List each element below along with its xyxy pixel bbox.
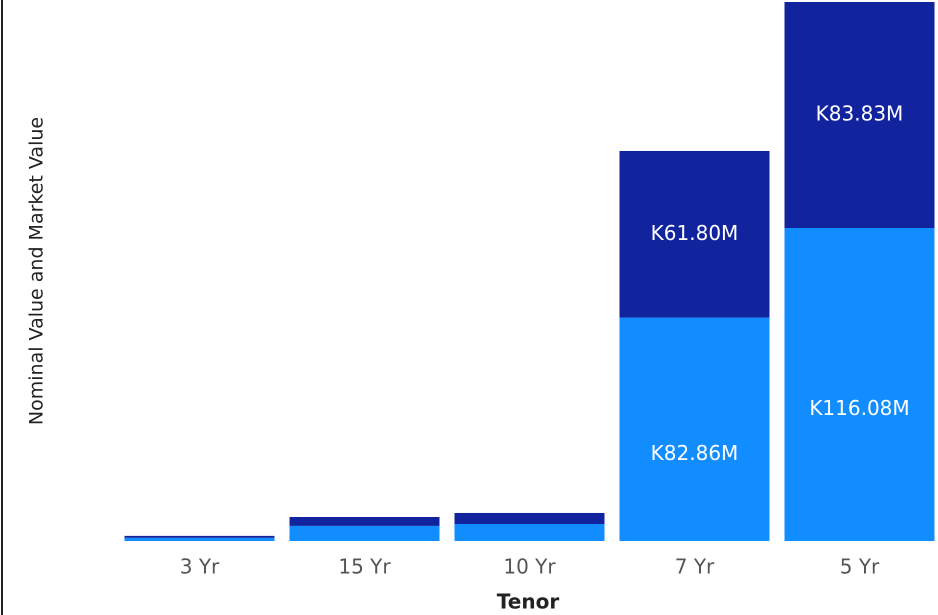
bar-segment bbox=[124, 535, 275, 538]
bar-segment bbox=[454, 524, 605, 541]
bar-segment bbox=[289, 525, 440, 541]
x-tick-label: 3 Yr bbox=[180, 555, 220, 579]
bar-segment bbox=[454, 512, 605, 525]
data-label: K83.83M bbox=[816, 102, 904, 126]
data-label: K61.80M bbox=[651, 221, 739, 245]
y-axis-title: Nominal Value and Market Value bbox=[26, 117, 48, 425]
bar-segment bbox=[619, 150, 770, 318]
bar-segment bbox=[619, 317, 770, 541]
data-label: K116.08M bbox=[809, 396, 909, 420]
bar-segment bbox=[124, 537, 275, 541]
x-tick-label: 15 Yr bbox=[338, 555, 391, 579]
x-axis-title: Tenor bbox=[497, 590, 560, 614]
bar-segment bbox=[784, 228, 935, 541]
data-label: K82.86M bbox=[651, 441, 739, 465]
x-tick-label: 10 Yr bbox=[503, 555, 556, 579]
bar-segment bbox=[289, 517, 440, 526]
x-tick-label: 5 Yr bbox=[840, 555, 880, 579]
bar-segment bbox=[784, 2, 935, 229]
x-tick-label: 7 Yr bbox=[675, 555, 715, 579]
